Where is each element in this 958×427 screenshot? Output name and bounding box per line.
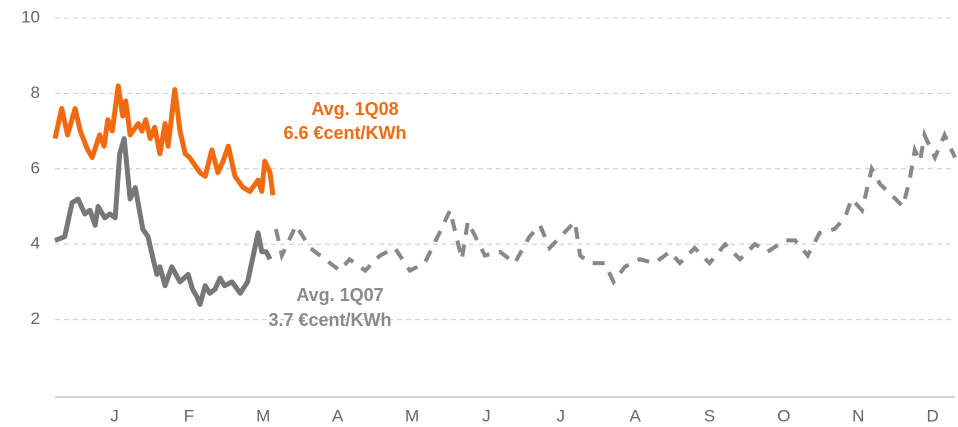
x-tick-label: O [777,406,790,425]
series-line [273,128,957,286]
annotation: Avg. 1Q07 [296,285,383,305]
series-line [52,83,276,196]
y-tick-label: 6 [31,158,40,177]
annotation: 3.7 €cent/KWh [268,310,391,330]
series-line [54,136,273,307]
y-tick-label: 8 [31,83,40,102]
x-tick-label: A [332,406,344,425]
annotation: 6.6 €cent/KWh [283,123,406,143]
x-tick-label: F [184,406,194,425]
y-tick-label: 10 [21,7,40,26]
x-tick-label: J [557,406,566,425]
x-tick-label: M [405,406,419,425]
x-tick-label: J [110,406,119,425]
x-tick-label: M [256,406,270,425]
y-tick-label: 4 [31,234,40,253]
y-tick-label: 2 [31,309,40,328]
x-tick-label: N [852,406,864,425]
annotation: Avg. 1Q08 [311,99,398,119]
x-tick-label: D [927,406,939,425]
x-tick-label: A [629,406,641,425]
x-tick-label: J [482,406,491,425]
x-tick-label: S [704,406,715,425]
